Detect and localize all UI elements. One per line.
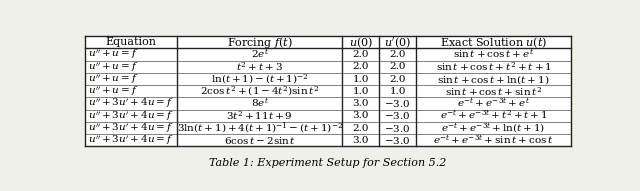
Text: $e^{-t} + e^{-3t} + \ln(t+1)$: $e^{-t} + e^{-3t} + \ln(t+1)$ (442, 121, 546, 135)
Text: $\sin t + \cos t + t^2 + t + 1$: $\sin t + \cos t + t^2 + t + 1$ (436, 61, 552, 73)
Text: 3.0: 3.0 (353, 111, 369, 120)
Text: $t^2 + t + 3$: $t^2 + t + 3$ (236, 61, 283, 73)
Text: $\ln(t+1) - (t+1)^{-2}$: $\ln(t+1) - (t+1)^{-2}$ (211, 72, 308, 86)
Text: $e^{-t} + e^{-3t} + \sin t + \cos t$: $e^{-t} + e^{-3t} + \sin t + \cos t$ (433, 134, 554, 147)
Text: $u'' + u = f$: $u'' + u = f$ (88, 60, 139, 74)
Text: $2\cos t^2 + (1 - 4t^2)\sin t^2$: $2\cos t^2 + (1 - 4t^2)\sin t^2$ (200, 85, 319, 98)
Text: $\sin t + \cos t + \ln(t+1)$: $\sin t + \cos t + \ln(t+1)$ (437, 73, 550, 86)
Text: Exact Solution $u(t)$: Exact Solution $u(t)$ (440, 35, 547, 49)
Text: Table 1: Experiment Setup for Section 5.2: Table 1: Experiment Setup for Section 5.… (209, 158, 447, 168)
Text: $8e^t$: $8e^t$ (251, 97, 269, 110)
Text: 1.0: 1.0 (389, 87, 406, 96)
Text: $u'' + u = f$: $u'' + u = f$ (88, 72, 139, 86)
Text: $u'' + 3u' + 4u = f$: $u'' + 3u' + 4u = f$ (88, 97, 174, 110)
Text: Equation: Equation (106, 37, 156, 47)
Text: $u'' + 3u' + 4u = f$: $u'' + 3u' + 4u = f$ (88, 134, 174, 147)
Text: $-3.0$: $-3.0$ (385, 123, 411, 134)
Text: $u(0)$: $u(0)$ (349, 35, 373, 49)
Text: $2e^t$: $2e^t$ (251, 48, 269, 61)
Text: 1.0: 1.0 (353, 74, 369, 83)
Text: $\sin t + \cos t + \sin t^2$: $\sin t + \cos t + \sin t^2$ (445, 85, 542, 98)
Text: 2.0: 2.0 (353, 50, 369, 59)
Text: $-3.0$: $-3.0$ (385, 110, 411, 121)
Text: $e^{-t} + e^{-3t} + t^2 + t + 1$: $e^{-t} + e^{-3t} + t^2 + t + 1$ (440, 109, 547, 122)
Text: $3t^2 + 11t + 9$: $3t^2 + 11t + 9$ (227, 109, 293, 122)
Text: 2.0: 2.0 (389, 50, 406, 59)
Text: $u'' + u = f$: $u'' + u = f$ (88, 48, 139, 61)
Text: 2.0: 2.0 (389, 62, 406, 71)
Text: $3\ln(t+1) + 4(t+1)^{-1} - (t+1)^{-2}$: $3\ln(t+1) + 4(t+1)^{-1} - (t+1)^{-2}$ (177, 120, 343, 136)
Text: 2.0: 2.0 (353, 124, 369, 133)
Bar (85, 36, 571, 146)
Text: 2.0: 2.0 (353, 62, 369, 71)
Text: 1.0: 1.0 (353, 87, 369, 96)
Text: $u'' + u = f$: $u'' + u = f$ (88, 84, 139, 98)
Text: $6\cos t - 2\sin t$: $6\cos t - 2\sin t$ (223, 135, 296, 146)
Text: $e^{-t} + e^{-3t} + e^t$: $e^{-t} + e^{-3t} + e^t$ (457, 97, 530, 110)
Text: 2.0: 2.0 (389, 74, 406, 83)
Text: $\sin t + \cos t + e^t$: $\sin t + \cos t + e^t$ (453, 48, 534, 61)
Text: $u'' + 3u' + 4u = f$: $u'' + 3u' + 4u = f$ (88, 121, 174, 135)
Text: 3.0: 3.0 (353, 99, 369, 108)
Text: 3.0: 3.0 (353, 136, 369, 145)
Text: $-3.0$: $-3.0$ (385, 135, 411, 146)
Text: Forcing $f(t)$: Forcing $f(t)$ (227, 35, 292, 50)
Text: $u'' + 3u' + 4u = f$: $u'' + 3u' + 4u = f$ (88, 109, 174, 123)
Text: $u'(0)$: $u'(0)$ (384, 35, 411, 49)
Text: $-3.0$: $-3.0$ (385, 98, 411, 109)
